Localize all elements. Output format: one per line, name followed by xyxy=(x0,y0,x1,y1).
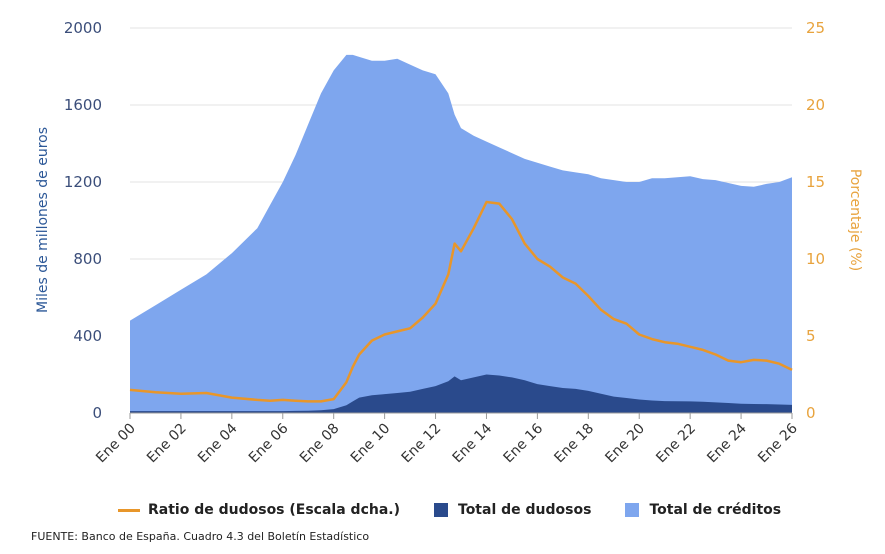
source-note: FUENTE: Banco de España. Cuadro 4.3 del … xyxy=(31,530,370,543)
left-tick-label: 1200 xyxy=(64,173,102,191)
series-lines xyxy=(129,200,793,403)
legend-label-ratio: Ratio de dudosos (Escala dcha.) xyxy=(148,502,400,518)
x-tick-label: Ene 02 xyxy=(144,421,190,467)
right-tick-label: 20 xyxy=(806,96,825,114)
x-tick-label: Ene 20 xyxy=(602,421,648,467)
x-tick-label: Ene 04 xyxy=(195,420,241,466)
x-tick-label: Ene 18 xyxy=(551,421,597,467)
right-tick-label: 0 xyxy=(806,404,816,422)
right-axis-label: Porcentaje (%) xyxy=(847,169,863,271)
legend-item-dudosos[interactable]: Total de dudosos xyxy=(434,502,591,518)
x-tick-label: Ene 26 xyxy=(755,420,801,466)
x-tick-label: Ene 08 xyxy=(297,421,343,467)
x-axis-ticks: Ene 00 Ene 02 Ene 04 Ene 06 Ene 08 Ene 10 Ene … xyxy=(93,413,801,466)
left-tick-label: 400 xyxy=(73,327,102,345)
x-tick-label: Ene 00 xyxy=(93,421,139,467)
x-tick-label: Ene 12 xyxy=(399,421,445,467)
legend-swatch-ratio xyxy=(118,508,140,512)
x-tick-label: Ene 14 xyxy=(450,420,496,466)
legend-label-creditos: Total de créditos xyxy=(649,502,782,518)
left-axis-ticks: 0 400 800 1200 1600 2000 xyxy=(64,19,102,422)
right-tick-label: 10 xyxy=(806,250,825,268)
legend-swatch-creditos xyxy=(625,503,640,517)
left-axis-label: Miles de millones de euros xyxy=(35,127,51,313)
left-tick-label: 2000 xyxy=(64,19,102,37)
left-tick-label: 800 xyxy=(73,250,102,268)
x-tick-label: Ene 24 xyxy=(704,420,750,466)
left-tick-label: 1600 xyxy=(64,96,102,114)
legend-item-ratio[interactable]: Ratio de dudosos (Escala dcha.) xyxy=(118,502,400,518)
x-tick-label: Ene 22 xyxy=(653,421,699,467)
area-total-creditos xyxy=(130,54,792,414)
right-tick-label: 15 xyxy=(806,173,825,191)
series-areas xyxy=(130,54,792,414)
right-tick-label: 25 xyxy=(806,19,825,37)
legend: Ratio de dudosos (Escala dcha.) Total de… xyxy=(118,502,781,518)
area-total-dudosos xyxy=(130,374,792,413)
legend-swatch-dudosos xyxy=(434,503,448,517)
right-tick-label: 5 xyxy=(806,327,816,345)
x-tick-label: Ene 10 xyxy=(348,421,394,467)
line-ratio-dudosos xyxy=(129,200,793,403)
legend-item-creditos[interactable]: Total de créditos xyxy=(625,502,781,518)
left-tick-label: 0 xyxy=(92,404,102,422)
legend-label-dudosos: Total de dudosos xyxy=(458,502,592,518)
x-tick-label: Ene 16 xyxy=(501,420,547,466)
x-tick-label: Ene 06 xyxy=(246,420,292,466)
right-axis-ticks: 0 5 10 15 20 25 xyxy=(806,19,825,422)
